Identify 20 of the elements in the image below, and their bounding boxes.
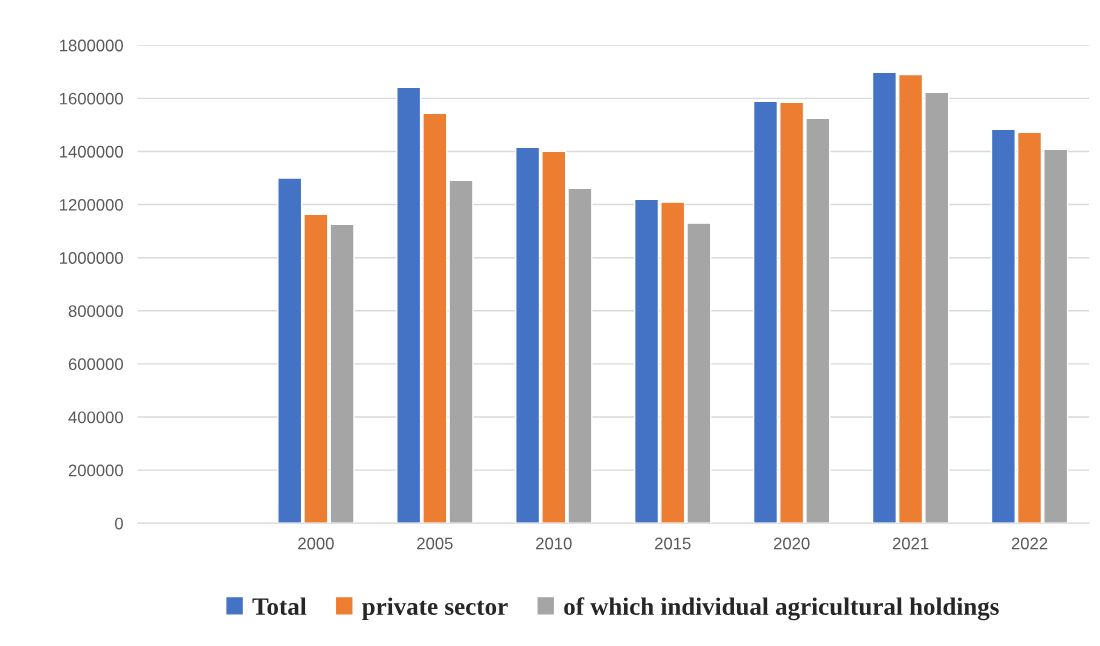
x-tick-label: 2015 (655, 537, 691, 550)
legend-label: Total (252, 597, 307, 615)
y-tick-label: 1600000 (60, 92, 123, 105)
y-tick-label: 1200000 (60, 198, 123, 211)
y-tick-label: 800000 (68, 305, 123, 317)
y-tick-label: 400000 (68, 411, 123, 424)
y-tick-label: 0 (114, 517, 123, 530)
y-tick-label: 1000000 (60, 252, 123, 264)
y-tick-label: 1400000 (60, 145, 123, 158)
x-tick-label: 2005 (417, 537, 453, 550)
y-tick-label: 1800000 (60, 39, 123, 52)
x-tick-label: 2021 (892, 537, 929, 550)
legend-label: of which individual agricultural holdings (564, 597, 999, 621)
x-tick-label: 2010 (536, 537, 572, 550)
y-tick-label: 600000 (68, 358, 123, 371)
x-tick-label: 2000 (298, 537, 334, 550)
y-tick-label: 200000 (68, 464, 123, 477)
x-tick-label: 2020 (773, 537, 810, 550)
x-tick-label: 2022 (1011, 537, 1048, 550)
legend-label: private sector (362, 597, 508, 621)
